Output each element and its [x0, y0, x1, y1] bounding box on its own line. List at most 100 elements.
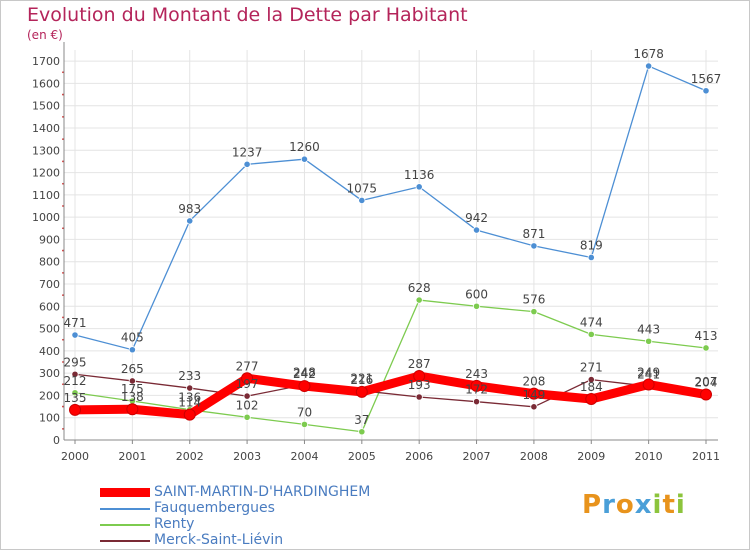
- x-tick-label: 2004: [290, 450, 318, 463]
- data-point: [587, 253, 595, 262]
- data-label: 193: [408, 378, 431, 392]
- data-label: 405: [121, 331, 144, 345]
- x-tick-label: 2003: [233, 450, 261, 463]
- y-tick-label: 400: [39, 345, 60, 358]
- y-minor-tick: [62, 294, 64, 297]
- x-tick-label: 2010: [635, 450, 663, 463]
- data-point: [243, 392, 251, 400]
- y-tick-label: 200: [39, 389, 60, 402]
- data-label: 216: [350, 373, 373, 387]
- data-point: [300, 420, 309, 428]
- data-point: [413, 370, 426, 383]
- x-tick-label: 2008: [520, 450, 548, 463]
- data-label: 443: [637, 322, 660, 336]
- data-point: [585, 392, 598, 405]
- legend-label: SAINT-MARTIN-D'HARDINGHEM: [154, 484, 371, 500]
- data-point: [186, 384, 194, 392]
- data-label: 208: [522, 375, 545, 389]
- data-point: [472, 398, 481, 406]
- y-tick-label: 1500: [32, 100, 60, 113]
- data-label: 1678: [633, 47, 664, 61]
- logo-letter: r: [602, 490, 616, 520]
- x-tick-label: 2005: [348, 450, 376, 463]
- data-point: [472, 226, 481, 234]
- legend-swatch: [100, 540, 150, 542]
- x-tick-label: 2011: [692, 450, 720, 463]
- y-minor-tick: [62, 160, 64, 163]
- data-point: [186, 217, 194, 225]
- data-label: 277: [236, 359, 259, 373]
- y-tick-label: 1200: [32, 167, 60, 180]
- x-tick-label: 2001: [118, 450, 146, 463]
- y-minor-tick: [62, 427, 64, 430]
- legend-swatch: [100, 508, 150, 510]
- series-line: [74, 65, 707, 351]
- data-point: [415, 183, 423, 191]
- data-label: 942: [465, 211, 488, 225]
- data-point: [300, 155, 309, 163]
- data-label: 1260: [289, 140, 320, 154]
- data-label: 172: [465, 383, 488, 397]
- y-tick-label: 1600: [32, 77, 60, 90]
- data-label: 628: [408, 281, 431, 295]
- data-point: [527, 387, 540, 400]
- x-tick-label: 2002: [176, 450, 204, 463]
- proxiti-logo: Proxiti: [582, 490, 686, 520]
- x-tick-label: 2009: [577, 450, 605, 463]
- series-line: [70, 371, 711, 420]
- data-point: [128, 346, 136, 354]
- y-tick-label: 1700: [32, 55, 60, 68]
- y-minor-tick: [62, 182, 64, 185]
- data-label: 271: [580, 361, 603, 375]
- data-label: 197: [236, 377, 259, 391]
- x-tick-label: 2006: [405, 450, 433, 463]
- data-point: [183, 408, 196, 421]
- data-label: 212: [64, 374, 87, 388]
- data-point: [530, 242, 538, 250]
- series-line: [74, 299, 707, 433]
- data-label: 135: [64, 391, 87, 405]
- data-label: 102: [236, 398, 259, 412]
- legend-item: Merck-Saint-Liévin: [100, 532, 420, 550]
- data-point: [530, 308, 538, 316]
- data-point: [472, 302, 481, 310]
- data-label: 37: [354, 413, 369, 427]
- legend-item: SAINT-MARTIN-D'HARDINGHEM: [100, 484, 420, 502]
- x-tick-label: 2000: [61, 450, 89, 463]
- series-line: [74, 373, 707, 408]
- y-tick-label: 600: [39, 300, 60, 313]
- data-label: 243: [465, 367, 488, 381]
- y-tick-label: 800: [39, 256, 60, 269]
- data-label: 1237: [232, 145, 263, 159]
- data-label: 871: [522, 227, 545, 241]
- data-label: 471: [64, 316, 87, 330]
- data-label: 1075: [347, 181, 378, 195]
- logo-letter: x: [634, 490, 653, 520]
- data-label: 136: [178, 391, 201, 405]
- y-tick-label: 1100: [32, 189, 60, 202]
- data-point: [587, 330, 595, 338]
- data-point: [645, 337, 653, 345]
- data-label: 233: [178, 369, 201, 383]
- data-label: 175: [121, 382, 144, 396]
- data-point: [298, 380, 311, 393]
- data-point: [126, 403, 139, 416]
- legend-swatch: [100, 488, 150, 497]
- data-label: 241: [637, 367, 660, 381]
- legend-label: Fauquembergues: [154, 500, 275, 516]
- legend-label: Merck-Saint-Liévin: [154, 532, 284, 548]
- data-point: [243, 160, 251, 168]
- y-tick-label: 300: [39, 367, 60, 380]
- y-tick-label: 900: [39, 233, 60, 246]
- data-label: 207: [695, 375, 718, 389]
- data-label: 413: [695, 329, 718, 343]
- y-minor-tick: [62, 227, 64, 230]
- data-label: 221: [350, 372, 373, 386]
- data-point: [587, 376, 595, 384]
- logo-letter: i: [675, 490, 686, 520]
- legend-item: Fauquembergues: [100, 500, 420, 518]
- data-point: [243, 413, 251, 421]
- data-point: [702, 87, 710, 95]
- data-label: 149: [522, 388, 545, 402]
